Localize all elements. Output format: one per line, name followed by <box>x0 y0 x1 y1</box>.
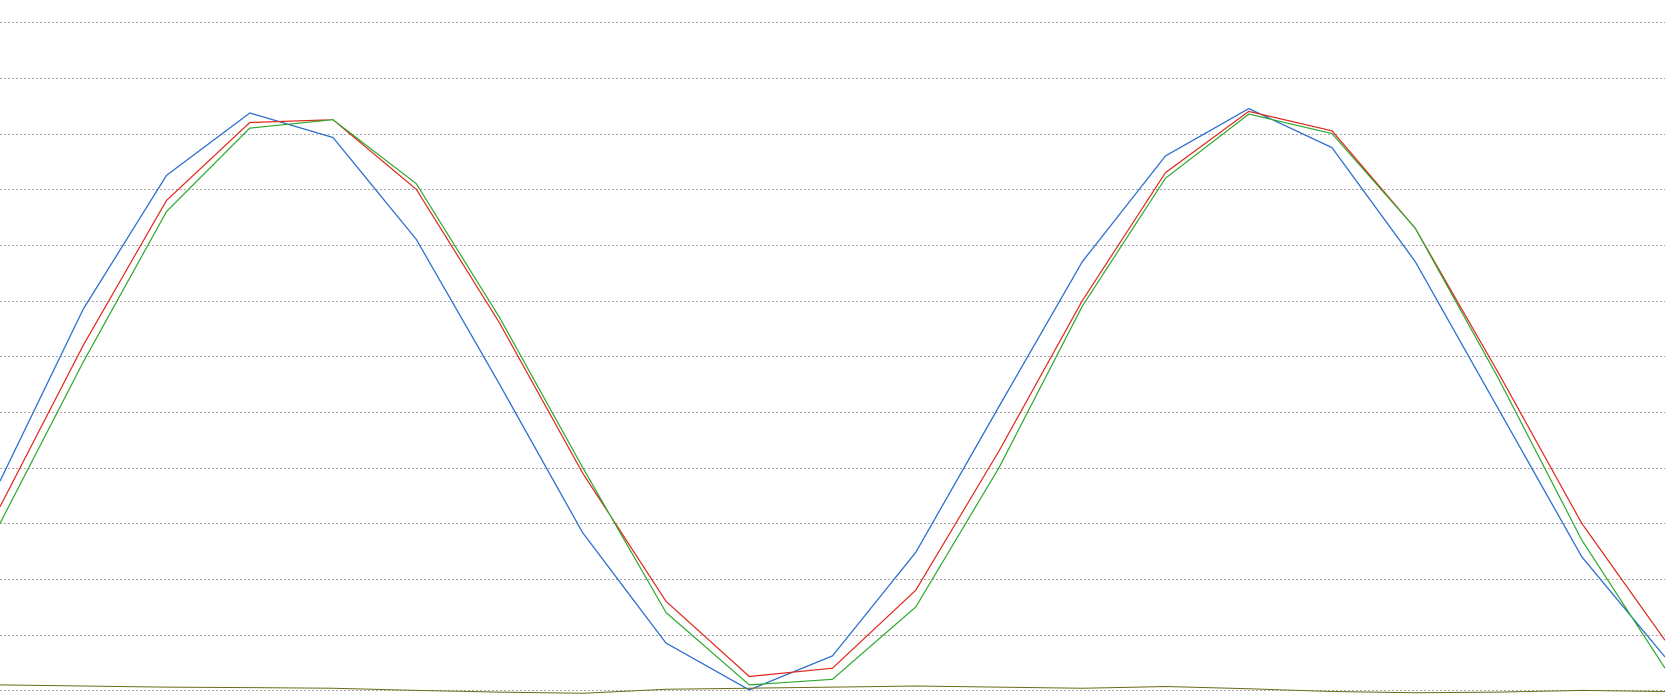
gridlines <box>0 22 1665 691</box>
red-series-line <box>0 110 1665 678</box>
blue-series-line <box>0 107 1665 691</box>
series-lines <box>0 107 1665 694</box>
green-series-line <box>0 113 1665 686</box>
baseline-series-line <box>0 684 1665 694</box>
